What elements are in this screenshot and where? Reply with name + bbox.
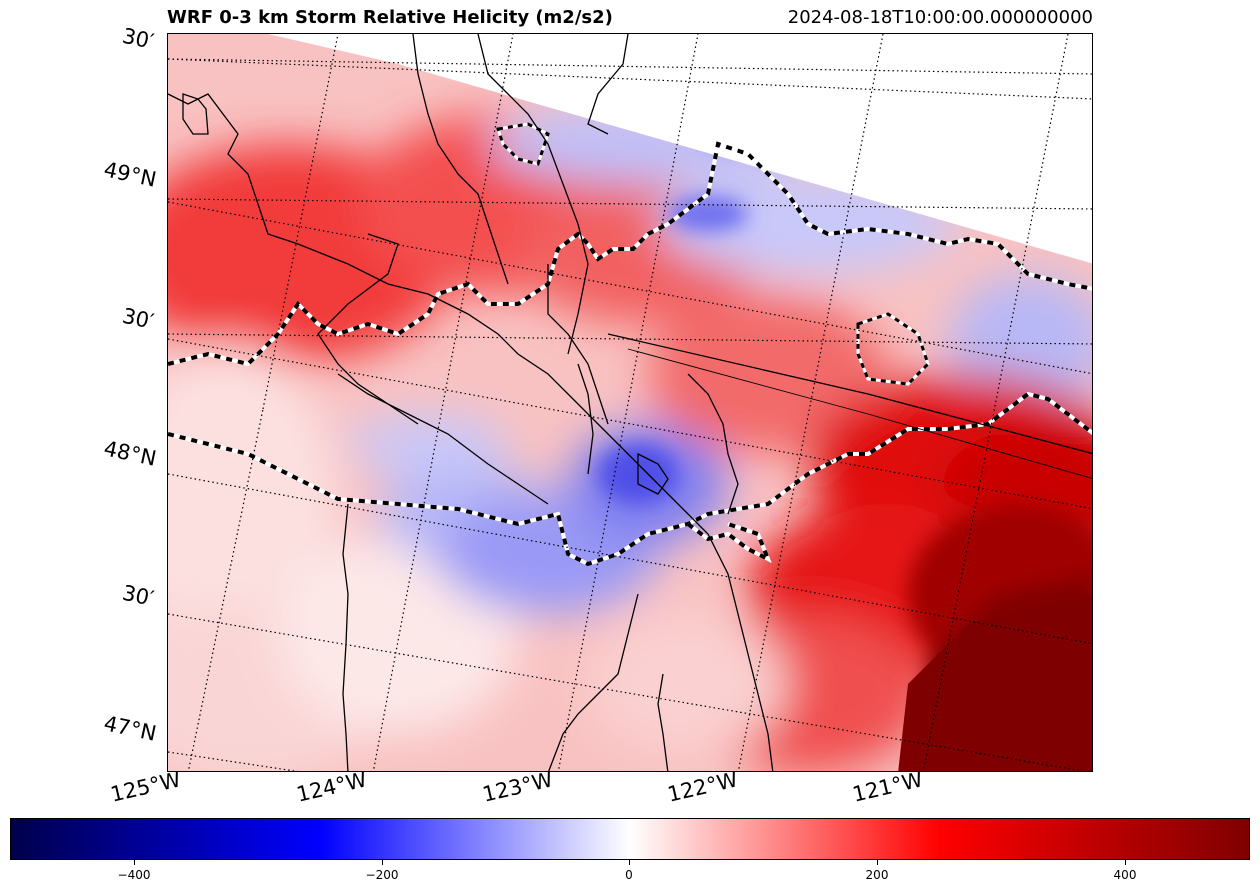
lon-label-125w: 125°W bbox=[108, 767, 184, 807]
lat-label-top-30: 30′ bbox=[120, 23, 156, 54]
lon-label-124w: 124°W bbox=[294, 767, 370, 807]
colorbar-label: 400 bbox=[1113, 868, 1137, 882]
colorbar-label: −400 bbox=[117, 868, 151, 882]
lon-label-123w: 123°W bbox=[480, 767, 556, 807]
colorbar-tick bbox=[134, 860, 135, 865]
zero-contour bbox=[168, 122, 1092, 567]
lat-label-48-30: 30′ bbox=[120, 303, 156, 334]
map-panel[interactable] bbox=[167, 33, 1093, 772]
colorbar-tick bbox=[877, 860, 878, 865]
valid-time: 2024-08-18T10:00:00.000000000 bbox=[787, 7, 1093, 28]
colorbar-label: 200 bbox=[865, 868, 889, 882]
lat-label-48n: 48°N bbox=[101, 436, 159, 471]
lon-label-121w: 121°W bbox=[850, 767, 926, 807]
colorbar-tick bbox=[382, 860, 383, 865]
coastlines bbox=[168, 34, 1092, 771]
graticule bbox=[168, 34, 1092, 771]
lat-label-47n: 47°N bbox=[101, 711, 159, 746]
colorbar-tick bbox=[629, 860, 630, 865]
lon-label-122w: 122°W bbox=[665, 767, 741, 807]
lat-label-49n: 49°N bbox=[101, 157, 159, 192]
helicity-field bbox=[168, 34, 1092, 771]
lat-label-47-30: 30′ bbox=[120, 580, 156, 611]
map-title: WRF 0-3 km Storm Relative Helicity (m2/s… bbox=[167, 7, 613, 28]
colorbar bbox=[10, 818, 1250, 860]
colorbar-tick bbox=[1125, 860, 1126, 865]
colorbar-label: 0 bbox=[625, 868, 633, 882]
colorbar-label: −200 bbox=[365, 868, 399, 882]
